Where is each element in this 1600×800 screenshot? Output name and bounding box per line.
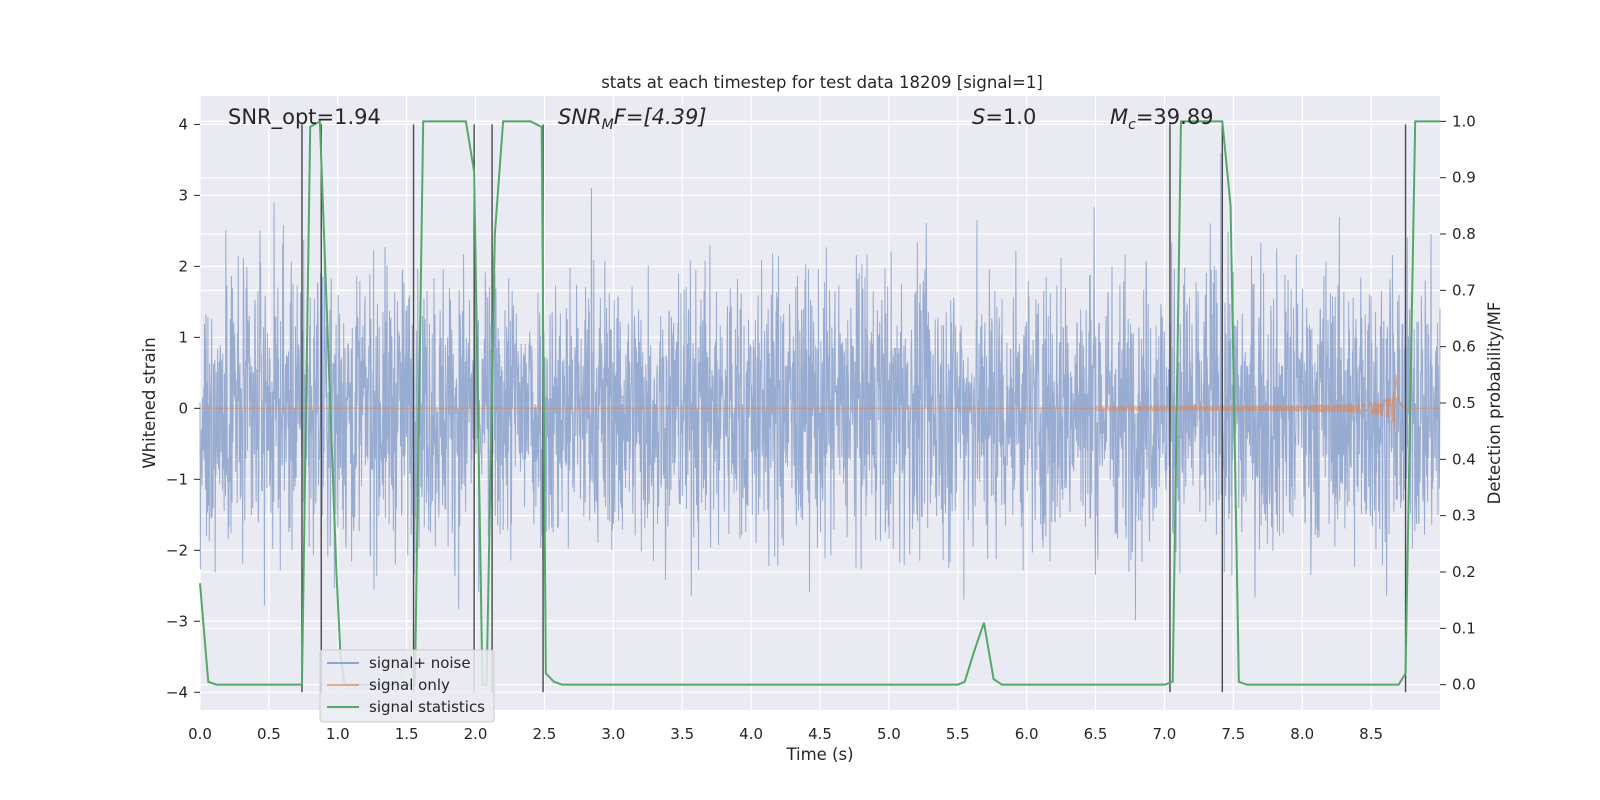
y-right-tick-label: 0.6 [1452, 338, 1476, 356]
x-tick-label: 1.0 [326, 725, 350, 743]
x-tick-label: 3.0 [601, 725, 625, 743]
x-tick-label: 5.5 [946, 725, 970, 743]
annotation-snr-opt: SNR_opt=1.94 [228, 105, 381, 130]
y-right-tick-label: 0.8 [1452, 225, 1476, 243]
y-left-tick-label: 1 [178, 328, 188, 346]
x-tick-label: 2.0 [464, 725, 488, 743]
y-left-tick-label: 0 [178, 399, 188, 417]
y-right-tick-label: 1.0 [1452, 112, 1476, 130]
legend-box [319, 649, 495, 723]
x-tick-label: 7.0 [1153, 725, 1177, 743]
annotation-mc: Mc=39.89 [1110, 105, 1214, 133]
y-right-axis-label: Detection probability/MF [1485, 302, 1504, 505]
x-tick-label: 4.5 [808, 725, 832, 743]
signal-statistics-series [199, 119, 1440, 686]
y-left-tick-label: 2 [178, 257, 188, 275]
y-right-tick-label: 0.5 [1452, 394, 1476, 412]
legend-label-signal-noise: signal+ noise [369, 654, 471, 672]
x-tick-label: 5.0 [877, 725, 901, 743]
x-tick-label: 6.0 [1015, 725, 1039, 743]
signal-noise-series [199, 153, 1441, 621]
legend: signal+ noise signal only signal statist… [319, 649, 495, 723]
y-left-tick-label: 3 [178, 186, 188, 204]
y-right-tick-label: 0.9 [1452, 169, 1476, 187]
y-right-tick-label: 0.0 [1452, 676, 1476, 694]
x-tick-label: 6.5 [1084, 725, 1108, 743]
annotation-s: S=1.0 [972, 105, 1036, 129]
y-right-axis-ticks: 1.0 0.9 0.8 0.7 0.6 0.5 0.4 0.3 0.2 0.1 0.0 [1440, 112, 1476, 694]
y-right-tick-label: 0.1 [1452, 619, 1476, 637]
y-left-tick-label: −1 [166, 470, 188, 488]
y-left-axis-label: Whitened strain [140, 337, 159, 468]
legend-label-signal-only: signal only [369, 676, 450, 694]
y-left-tick-label: −4 [166, 683, 188, 701]
y-left-tick-label: −2 [166, 541, 188, 559]
signal-noise-line [199, 153, 1441, 621]
legend-label-signal-statistics: signal statistics [369, 698, 485, 716]
x-tick-label: 0.5 [257, 725, 281, 743]
x-tick-label: 2.5 [533, 725, 557, 743]
x-tick-label: 7.5 [1221, 725, 1245, 743]
x-tick-label: 4.0 [739, 725, 763, 743]
x-tick-label: 3.5 [670, 725, 694, 743]
x-tick-label: 8.0 [1290, 725, 1314, 743]
y-right-tick-label: 0.7 [1452, 281, 1476, 299]
y-right-tick-label: 0.2 [1452, 563, 1476, 581]
chart-title: stats at each timestep for test data 182… [601, 73, 1043, 92]
x-tick-label: 1.5 [395, 725, 419, 743]
grid-lines [199, 96, 1440, 710]
y-right-tick-label: 0.4 [1452, 450, 1476, 468]
signal-statistics-line [199, 119, 1440, 686]
y-right-tick-label: 0.3 [1452, 507, 1476, 525]
y-left-tick-label: −3 [166, 612, 188, 630]
annotation-snr-mf: SNRMF=[4.39] [558, 105, 707, 133]
x-axis-ticks: 0.0 0.5 1.0 1.5 2.0 2.5 3.0 3.5 4.0 4.5 5.0 5.5 6.0 6… [188, 725, 1383, 743]
y-left-axis-ticks: 4 3 2 1 0 −1 −2 −3 −4 [166, 115, 200, 701]
y-left-tick-label: 4 [178, 115, 188, 133]
x-axis-label: Time (s) [785, 745, 853, 764]
x-tick-label: 8.5 [1359, 725, 1383, 743]
x-tick-label: 0.0 [188, 725, 212, 743]
